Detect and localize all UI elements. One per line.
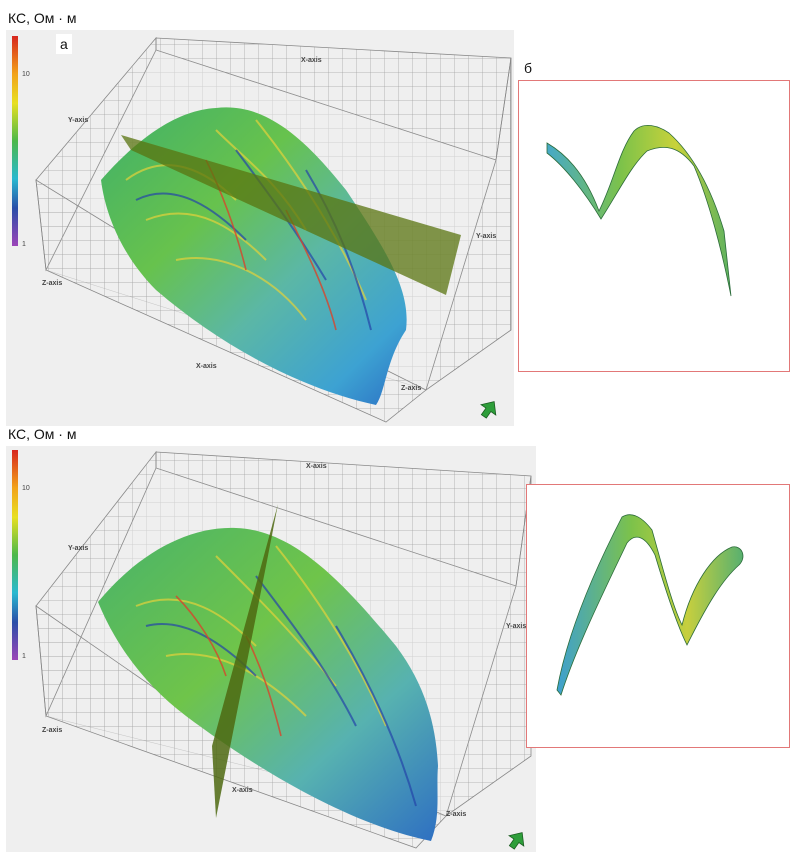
section-profile-bottom xyxy=(556,514,744,696)
y-axis-label-right: Y-axis xyxy=(476,233,496,240)
y-axis-label-left: Y-axis xyxy=(68,117,88,124)
z-axis-label-right: Z-axis xyxy=(401,385,421,392)
x-axis-label-bottom: X-axis xyxy=(196,363,217,370)
3d-scene-bottom: 10 1 X-axis Y-axis Y-axis Z-axis X-axis … xyxy=(6,446,536,852)
colorbar-tick-1-b: 1 xyxy=(22,653,26,660)
x-axis-label-top-b: X-axis xyxy=(306,463,327,470)
panel-letter-a: а xyxy=(56,34,72,54)
panel-letter-b: б xyxy=(524,60,533,76)
x-axis-label-bottom-b: X-axis xyxy=(232,787,253,794)
section-view-top[interactable] xyxy=(518,80,790,372)
colorbar-title-top: КС, Ом · м xyxy=(8,10,77,26)
z-axis-label-right-b: Z-axis xyxy=(446,811,466,818)
colorbar-title-bottom: КС, Ом · м xyxy=(8,426,77,442)
y-axis-label-right-b: Y-axis xyxy=(506,623,526,630)
3d-view-bottom[interactable]: 10 1 X-axis Y-axis Y-axis Z-axis X-axis … xyxy=(6,446,536,852)
3d-scene-top: 10 1 X-axis Y-axis Y-axis Z-axis X-axis … xyxy=(6,30,514,426)
section-view-bottom[interactable] xyxy=(526,484,790,748)
colorbar-tick-10-b: 10 xyxy=(22,485,30,492)
colorbar-icon xyxy=(12,36,18,246)
x-axis-label-top: X-axis xyxy=(301,57,322,64)
colorbar-tick-1: 1 xyxy=(22,241,26,248)
z-axis-label-left-b: Z-axis xyxy=(42,727,62,734)
section-plane-bottom xyxy=(212,504,278,818)
3d-view-top[interactable]: 10 1 X-axis Y-axis Y-axis Z-axis X-axis … xyxy=(6,30,514,426)
orientation-arrow-icon[interactable] xyxy=(504,827,529,852)
y-axis-label-left-b: Y-axis xyxy=(68,545,88,552)
colorbar-icon xyxy=(12,450,18,660)
section-plane xyxy=(121,135,461,295)
z-axis-label-left: Z-axis xyxy=(42,280,62,287)
colorbar-tick-10: 10 xyxy=(22,71,30,78)
orientation-arrow-icon[interactable] xyxy=(476,396,501,421)
section-profile-top xyxy=(546,124,732,297)
